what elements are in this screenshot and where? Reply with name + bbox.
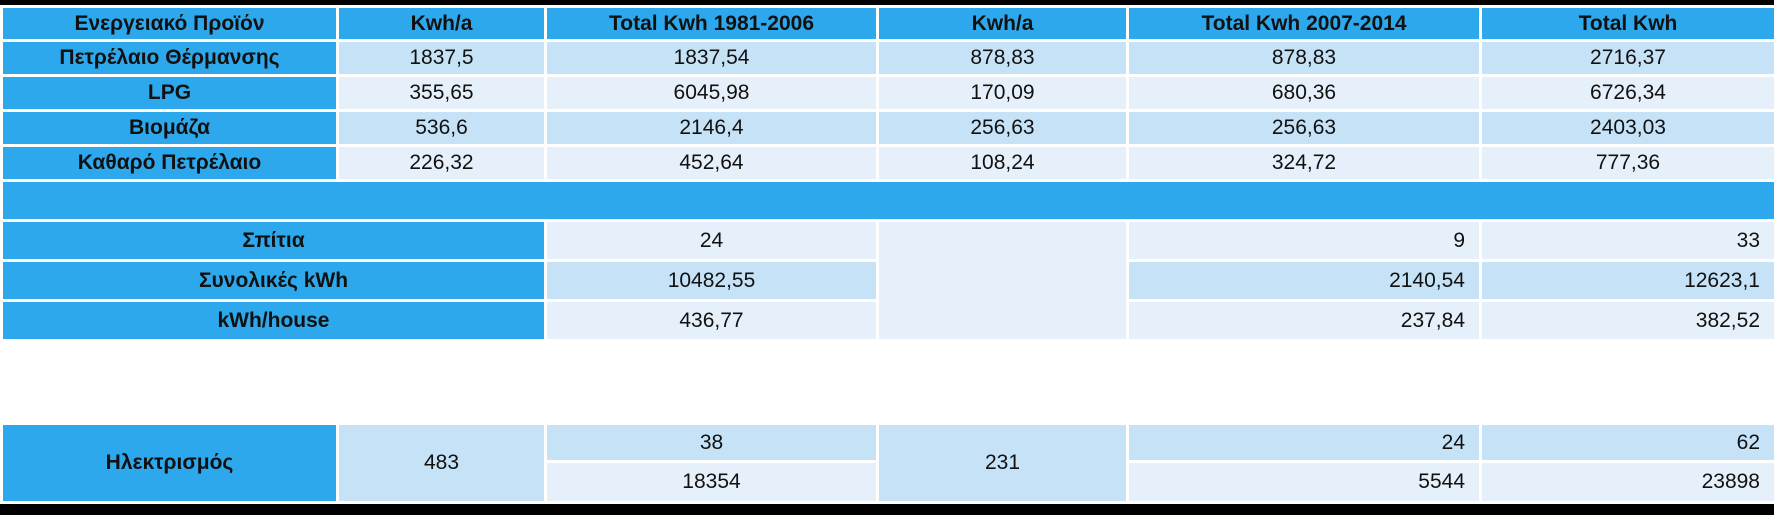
electricity-kwh-total: 23898 xyxy=(1479,460,1774,504)
cell-total-2007-2014: 324,72 xyxy=(1126,144,1482,182)
cell-total-1981-2006: 6045,98 xyxy=(544,74,879,112)
summary-total: 12623,1 xyxy=(1479,259,1774,302)
table-row: Πετρέλαιο Θέρμανσης 1837,5 1837,54 878,8… xyxy=(0,39,1774,77)
cell-kwh-a-1: 536,6 xyxy=(336,109,547,147)
electricity-houses-1981-2006: 38 xyxy=(544,422,879,463)
electricity-label: Ηλεκτρισμός xyxy=(0,422,339,504)
header-kwh-a-1: Kwh/a xyxy=(336,5,547,42)
separator-band xyxy=(0,179,1774,222)
header-total-1981-2006: Total Kwh 1981-2006 xyxy=(544,5,879,42)
header-total: Total Kwh xyxy=(1479,5,1774,42)
summary-total-1981-2006: 24 xyxy=(544,219,879,262)
cell-total: 777,36 xyxy=(1479,144,1774,182)
row-label: Πετρέλαιο Θέρμανσης xyxy=(0,39,339,77)
summary-total: 33 xyxy=(1479,219,1774,262)
electricity-table: Ηλεκτρισμός 483 38 231 24 62 18354 5544 … xyxy=(0,422,1774,504)
cell-kwh-a-2: 170,09 xyxy=(876,74,1129,112)
cell-total-1981-2006: 1837,54 xyxy=(544,39,879,77)
electricity-kwh-a-1: 483 xyxy=(336,422,547,504)
row-label: Βιομάζα xyxy=(0,109,339,147)
white-gap xyxy=(0,340,1774,422)
cell-total: 6726,34 xyxy=(1479,74,1774,112)
summary-total-2007-2014: 9 xyxy=(1126,219,1482,262)
header-kwh-a-2: Kwh/a xyxy=(876,5,1129,42)
summary-row: Σπίτια 24 9 33 xyxy=(0,219,1774,342)
summary-total-1981-2006: 10482,55 xyxy=(544,259,879,302)
row-label: LPG xyxy=(0,74,339,112)
table-row: Καθαρό Πετρέλαιο 226,32 452,64 108,24 32… xyxy=(0,144,1774,182)
electricity-houses-2007-2014: 24 xyxy=(1126,422,1482,463)
electricity-kwh-a-2: 231 xyxy=(876,422,1129,504)
summary-label: Σπίτια xyxy=(0,219,547,262)
cell-total: 2403,03 xyxy=(1479,109,1774,147)
cell-kwh-a-1: 226,32 xyxy=(336,144,547,182)
electricity-kwh-1981-2006: 18354 xyxy=(544,460,879,504)
row-label: Καθαρό Πετρέλαιο xyxy=(0,144,339,182)
summary-row: Συνολικές kWh 10482,55 2140,54 12623,1 xyxy=(0,259,1774,302)
summary-total-2007-2014: 237,84 xyxy=(1126,299,1482,342)
table-row: LPG 355,65 6045,98 170,09 680,36 6726,34 xyxy=(0,74,1774,112)
summary-label: kWh/house xyxy=(0,299,547,342)
cell-total-2007-2014: 878,83 xyxy=(1126,39,1482,77)
cell-total-2007-2014: 680,36 xyxy=(1126,74,1482,112)
electricity-row-kwh: 18354 5544 23898 xyxy=(2,460,1774,504)
energy-products-table: Ενεργειακό Προϊόν Kwh/a Total Kwh 1981-2… xyxy=(0,5,1774,342)
cell-kwh-a-2: 878,83 xyxy=(876,39,1129,77)
separator-row xyxy=(0,179,1774,222)
summary-row: kWh/house 436,77 237,84 382,52 xyxy=(0,299,1774,342)
cell-kwh-a-2: 256,63 xyxy=(876,109,1129,147)
cell-total: 2716,37 xyxy=(1479,39,1774,77)
cell-kwh-a-2: 108,24 xyxy=(876,144,1129,182)
cell-kwh-a-1: 355,65 xyxy=(336,74,547,112)
electricity-houses-total: 62 xyxy=(1479,422,1774,463)
table-row: Βιομάζα 536,6 2146,4 256,63 256,63 2403,… xyxy=(0,109,1774,147)
summary-total-2007-2014: 2140,54 xyxy=(1126,259,1482,302)
header-energy-product: Ενεργειακό Προϊόν xyxy=(0,5,339,42)
header-total-2007-2014: Total Kwh 2007-2014 xyxy=(1126,5,1482,42)
cell-total-1981-2006: 2146,4 xyxy=(544,109,879,147)
cell-kwh-a-1: 1837,5 xyxy=(336,39,547,77)
cell-total-2007-2014: 256,63 xyxy=(1126,109,1482,147)
summary-total-1981-2006: 436,77 xyxy=(544,299,879,342)
summary-label: Συνολικές kWh xyxy=(0,259,547,302)
summary-total: 382,52 xyxy=(1479,299,1774,342)
summary-empty-cell xyxy=(876,219,1129,342)
electricity-kwh-2007-2014: 5544 xyxy=(1126,460,1482,504)
header-row: Ενεργειακό Προϊόν Kwh/a Total Kwh 1981-2… xyxy=(0,5,1774,42)
cell-total-1981-2006: 452,64 xyxy=(544,144,879,182)
electricity-row-houses: Ηλεκτρισμός 483 38 231 24 62 xyxy=(0,422,1774,504)
